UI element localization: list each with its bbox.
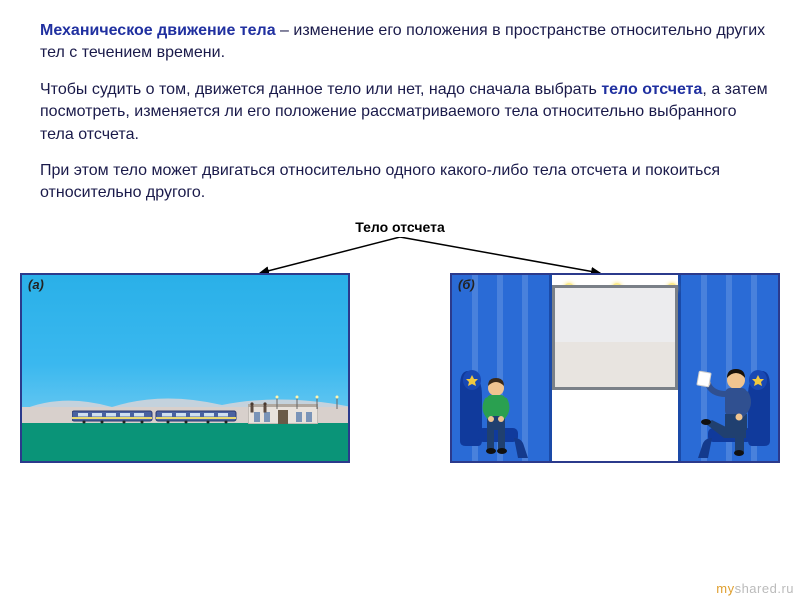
panel-b bbox=[450, 273, 780, 463]
panel-a-label: (а) bbox=[28, 277, 44, 292]
seat-left bbox=[458, 366, 538, 461]
p2-a: Чтобы судить о том, движется данное тело… bbox=[40, 81, 601, 98]
panel-a-ground bbox=[22, 423, 348, 461]
panel-a bbox=[20, 273, 350, 463]
train-window-scene bbox=[552, 285, 678, 390]
train-icon bbox=[72, 410, 242, 424]
watermark: myshared.ru bbox=[716, 581, 794, 596]
arrows-svg bbox=[0, 237, 800, 273]
reference-body-label: Тело отсчета bbox=[0, 219, 800, 235]
panel-b-wrap: (б) bbox=[450, 273, 780, 463]
paragraph-1: Механическое движение тела – изменение е… bbox=[40, 20, 770, 65]
arrows-container bbox=[0, 237, 800, 273]
paragraph-3: При этом тело может двигаться относитель… bbox=[40, 160, 770, 205]
panel-a-wrap: (а) bbox=[20, 273, 350, 463]
seat-right bbox=[692, 366, 772, 461]
illustrations-row: (а) bbox=[0, 273, 800, 463]
term-mechanical-motion: Механическое движение тела bbox=[40, 22, 276, 39]
term-reference-body: тело отсчета bbox=[601, 81, 702, 98]
wm-b: shared bbox=[735, 581, 778, 596]
text-block: Механическое движение тела – изменение е… bbox=[0, 0, 800, 205]
wm-a: my bbox=[716, 581, 734, 596]
wm-c: .ru bbox=[777, 581, 794, 596]
paragraph-2: Чтобы судить о том, движется данное тело… bbox=[40, 79, 770, 146]
panel-b-label: (б) bbox=[458, 277, 475, 292]
